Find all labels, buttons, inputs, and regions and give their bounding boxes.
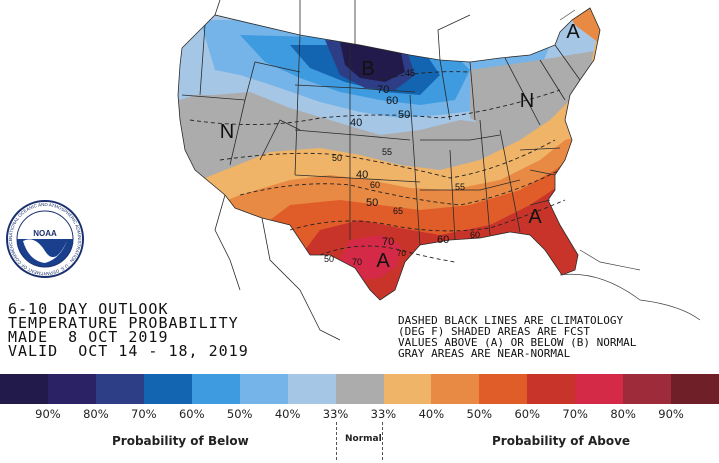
legend-percent-label: 40% <box>274 407 301 421</box>
normal-divider-right <box>382 422 383 460</box>
legend-swatch <box>431 374 480 404</box>
contour-label: 50 <box>398 109 410 121</box>
contour-label: 45 <box>405 68 415 78</box>
outlook-title-line: 6-10 DAY OUTLOOK <box>8 300 169 318</box>
contour-label: 60 <box>370 180 380 190</box>
contour-label: 40 <box>356 169 368 181</box>
legend-percent-label: 80% <box>610 407 636 421</box>
outlook-made-date: MADE 8 OCT 2019 <box>8 328 169 346</box>
contour-label: 50 <box>324 254 334 264</box>
contour-label: 60 <box>470 230 480 240</box>
contour-label: 70 <box>352 257 362 267</box>
above-normal-marker-southeast: A <box>528 206 542 228</box>
legend-note-line: GRAY AREAS ARE NEAR-NORMAL <box>398 347 571 360</box>
legend-percent-label: 33% <box>322 407 349 421</box>
legend-swatch <box>575 374 624 404</box>
above-caption: Probability of Above <box>492 434 631 448</box>
legend-percent-label: 40% <box>418 407 445 421</box>
legend-percent-label: 60% <box>178 407 205 421</box>
contour-label: 40 <box>350 117 362 129</box>
legend-note-line: VALUES ABOVE (A) OR BELOW (B) NORMAL <box>398 336 637 349</box>
legend-swatch <box>383 374 432 404</box>
outlook-title-line: TEMPERATURE PROBABILITY <box>8 314 239 332</box>
legend-swatch <box>479 374 528 404</box>
above-normal-marker-northeast: A <box>566 21 580 43</box>
contour-label: 50 <box>366 197 378 209</box>
legend-note-line: DASHED BLACK LINES ARE CLIMATOLOGY <box>398 314 624 327</box>
legend-percent-label: 70% <box>562 407 588 421</box>
legend-percent-label: 50% <box>466 407 493 421</box>
contour-label: 60 <box>386 95 398 107</box>
noaa-logo: NOAA NATIONAL OCEANIC AND ATMOSPHERIC AD… <box>6 200 84 278</box>
legend-swatch <box>623 374 672 404</box>
noaa-logo-text: NOAA <box>33 229 57 238</box>
temperature-outlook-map: B N N A A A 70 60 50 40 45 55 50 40 60 5… <box>177 0 701 341</box>
legend-note-line: (DEG F) SHADED AREAS ARE FCST <box>398 325 591 338</box>
probability-color-legend <box>0 374 719 404</box>
contour-label: 70 <box>377 84 389 96</box>
legend-swatch <box>671 374 719 404</box>
below-normal-marker: B <box>361 58 374 80</box>
legend-swatch <box>143 374 192 404</box>
legend-swatch <box>47 374 96 404</box>
normal-caption: Normal <box>345 434 382 444</box>
contour-label: 55 <box>382 147 392 157</box>
legend-swatch <box>527 374 576 404</box>
legend-percent-label: 50% <box>226 407 253 421</box>
contour-label: 65 <box>393 206 403 216</box>
legend-swatch <box>191 374 240 404</box>
legend-percent-label: 33% <box>370 407 397 421</box>
legend-swatch <box>335 374 384 404</box>
legend-percent-label: 90% <box>658 407 684 421</box>
legend-swatch <box>239 374 288 404</box>
legend-swatch <box>95 374 144 404</box>
above-normal-marker-texas: A <box>376 250 390 272</box>
contour-label: 70 <box>397 249 406 258</box>
legend-swatch <box>287 374 336 404</box>
legend-percent-label: 70% <box>131 407 157 421</box>
normal-divider-left <box>336 422 337 460</box>
outlook-valid-dates: VALID OCT 14 - 18, 2019 <box>8 342 249 360</box>
contour-label: 70 <box>382 236 394 248</box>
below-caption: Probability of Below <box>112 434 249 448</box>
contour-label: 55 <box>455 182 465 192</box>
contour-label: 50 <box>332 153 342 163</box>
legend-percent-label: 80% <box>83 407 109 421</box>
near-normal-marker-west: N <box>220 121 234 143</box>
legend-swatch <box>0 374 48 404</box>
near-normal-marker-east: N <box>520 90 534 112</box>
contour-label: 60 <box>437 234 449 246</box>
legend-percent-label: 90% <box>35 407 61 421</box>
legend-percent-label: 60% <box>514 407 541 421</box>
